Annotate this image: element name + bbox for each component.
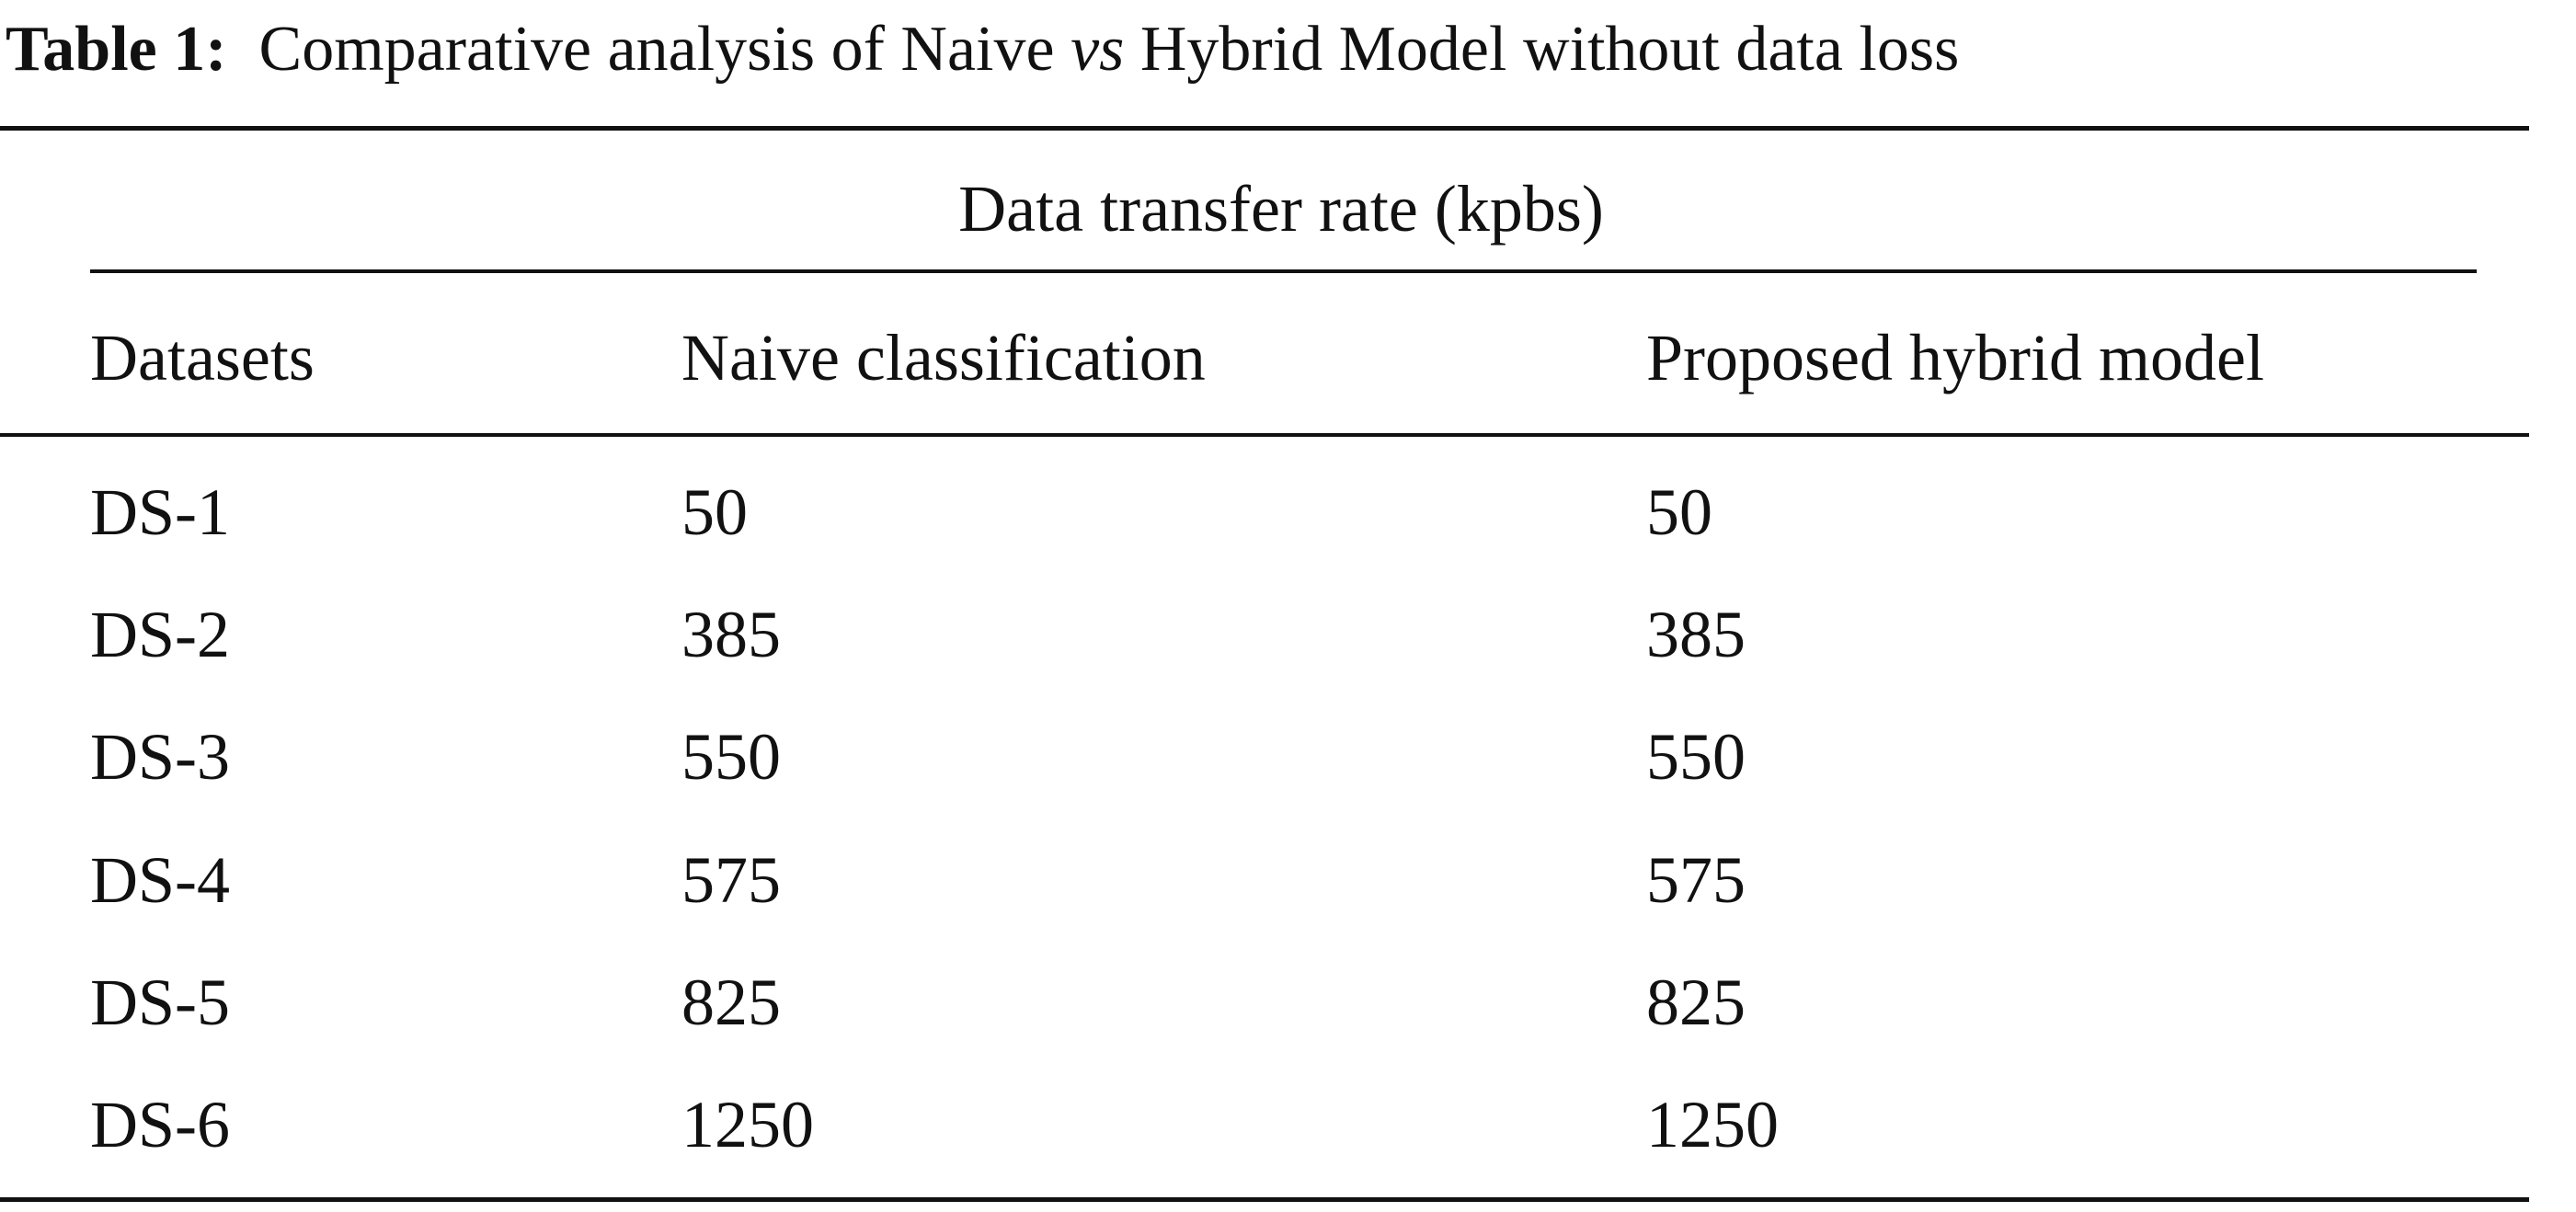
column-header: Naive classification bbox=[681, 321, 1206, 394]
table-caption: Table 1: Comparative analysis of Naive v… bbox=[6, 17, 1959, 82]
row-label: DS-6 bbox=[90, 1088, 231, 1161]
top-rule bbox=[0, 126, 2529, 131]
cell: 1250 bbox=[681, 1088, 814, 1161]
row-label: DS-1 bbox=[90, 475, 231, 549]
cell: 550 bbox=[681, 720, 781, 795]
cell: 385 bbox=[1646, 598, 1746, 672]
header-rule bbox=[0, 433, 2529, 437]
column-header: Datasets bbox=[90, 321, 315, 394]
row-label: DS-4 bbox=[90, 842, 231, 917]
caption-text: Hybrid Model without data loss bbox=[1139, 14, 1960, 85]
cell: 550 bbox=[1646, 720, 1746, 795]
cell: 1250 bbox=[1646, 1088, 1779, 1161]
row-label: DS-3 bbox=[90, 720, 231, 795]
cell: 575 bbox=[1646, 842, 1746, 917]
row-label: DS-5 bbox=[90, 965, 231, 1039]
caption-text: Comparative analysis of Naive bbox=[258, 14, 1055, 85]
cell: 385 bbox=[681, 598, 781, 672]
cell: 575 bbox=[681, 842, 781, 917]
caption-label: Table 1: bbox=[6, 14, 227, 85]
row-label: DS-2 bbox=[90, 598, 231, 672]
caption-emphasis: vs bbox=[1070, 14, 1125, 85]
cell: 50 bbox=[1646, 475, 1712, 549]
cell: 825 bbox=[681, 965, 781, 1039]
group-header: Data transfer rate (kpbs) bbox=[958, 172, 1604, 246]
cell: 50 bbox=[681, 475, 748, 549]
cell: 825 bbox=[1646, 965, 1746, 1039]
group-rule bbox=[90, 269, 2477, 273]
column-header: Proposed hybrid model bbox=[1646, 321, 2264, 394]
bottom-rule bbox=[0, 1197, 2529, 1202]
